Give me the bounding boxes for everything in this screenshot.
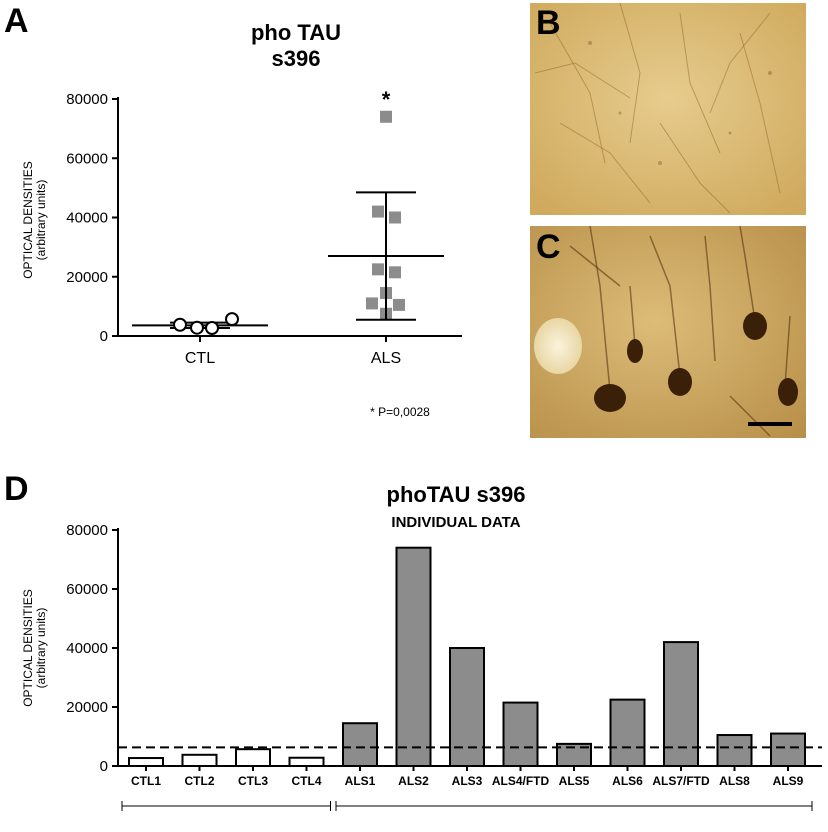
chart-a-als-point bbox=[393, 298, 405, 311]
chart-d-bar bbox=[235, 748, 271, 767]
chart-a-als-point bbox=[372, 205, 384, 218]
chart-a-x-tick-label: CTL bbox=[185, 350, 215, 367]
chart-a-ylabel: OPTICAL DENSITIES bbox=[21, 161, 35, 279]
chart-d-x-tick-label: ALS3 bbox=[452, 774, 483, 788]
chart-a-ctl-point bbox=[173, 317, 187, 332]
chart-d-bar bbox=[502, 701, 539, 767]
chart-a-als-point bbox=[380, 110, 392, 123]
chart-d-x-tick-label: ALS5 bbox=[559, 774, 590, 788]
micrograph-b-image bbox=[530, 3, 806, 215]
chart-d-x-tick-label: ALS6 bbox=[612, 774, 643, 788]
chart-d-bar bbox=[395, 546, 432, 767]
chart-a-annotation: * P=0,0028 bbox=[370, 405, 430, 419]
panel-label-a: A bbox=[4, 2, 29, 40]
chart-d-y-tick-label: 40000 bbox=[66, 640, 108, 657]
chart-a-y-tick-label: 20000 bbox=[66, 269, 108, 286]
chart-d-bar bbox=[770, 732, 806, 767]
chart-d-bar bbox=[288, 756, 325, 767]
chart-a-als-point bbox=[372, 263, 384, 276]
chart-d-bar bbox=[181, 753, 218, 768]
chart-d-x-tick-label: ALS8 bbox=[719, 774, 750, 788]
chart-d-y-tick-label: 80000 bbox=[66, 522, 108, 539]
panel-label-c: C bbox=[536, 228, 561, 266]
chart-a-y-tick-label: 40000 bbox=[66, 210, 108, 227]
chart-d-x-tick-label: CTL1 bbox=[131, 774, 161, 788]
chart-d-x-tick-label: ALS7/FTD bbox=[652, 774, 710, 788]
chart-a-y-tick-label: 0 bbox=[100, 328, 108, 345]
chart-d-x-tick-label: ALS2 bbox=[398, 774, 429, 788]
chart-a-ctl-point bbox=[205, 321, 219, 336]
bar-chart-d: phoTAU s396 INDIVIDUAL DATA OPTICAL DENS… bbox=[21, 482, 822, 811]
chart-d-x-tick-label: ALS4/FTD bbox=[492, 774, 550, 788]
scatter-chart-a: pho TAU s396 OPTICAL DENSITIES (arbitrar… bbox=[21, 20, 462, 419]
chart-d-bar bbox=[663, 641, 699, 768]
chart-d-y-tick-label: 0 bbox=[100, 758, 108, 775]
micrograph-c-image bbox=[530, 226, 806, 438]
chart-d-x-tick-label: CTL2 bbox=[185, 774, 215, 788]
chart-d-x-tick-label: ALS9 bbox=[773, 774, 804, 788]
chart-d-bar bbox=[556, 742, 592, 767]
micrograph-c bbox=[530, 226, 806, 438]
chart-d-bar bbox=[449, 647, 485, 767]
chart-d-ylabel: OPTICAL DENSITIES bbox=[21, 589, 35, 707]
chart-d-subtitle: INDIVIDUAL DATA bbox=[391, 514, 520, 531]
chart-d-bar bbox=[342, 722, 378, 768]
chart-a-y-tick-label: 60000 bbox=[66, 150, 108, 167]
chart-d-ylabel-sub: (arbitrary units) bbox=[34, 608, 48, 689]
chart-a-title-line2: s396 bbox=[272, 46, 321, 71]
chart-d-title: phoTAU s396 bbox=[387, 482, 526, 507]
chart-d-y-tick-label: 20000 bbox=[66, 699, 108, 716]
chart-a-title-line1: pho TAU bbox=[251, 20, 341, 45]
chart-d-bar bbox=[609, 698, 646, 767]
chart-d-x-tick-label: CTL3 bbox=[238, 774, 268, 788]
chart-a-als-point bbox=[389, 266, 401, 279]
micrograph-b bbox=[530, 3, 806, 215]
chart-d-bar bbox=[128, 757, 164, 768]
chart-a-ctl-point bbox=[190, 320, 204, 335]
chart-a-x-tick-label: ALS bbox=[371, 350, 401, 367]
chart-d-x-tick-label: ALS1 bbox=[345, 774, 376, 788]
chart-a-ylabel-sub: (arbitrary units) bbox=[34, 180, 48, 261]
panel-label-d: D bbox=[4, 470, 29, 508]
chart-a-significance-mark: * bbox=[382, 87, 391, 112]
chart-d-bar bbox=[716, 734, 753, 767]
panel-label-b: B bbox=[536, 4, 561, 42]
chart-d-y-tick-label: 60000 bbox=[66, 581, 108, 598]
chart-d-x-tick-label: CTL4 bbox=[292, 774, 322, 788]
chart-a-als-point bbox=[389, 211, 401, 224]
chart-a-als-point bbox=[366, 297, 378, 310]
chart-a-y-tick-label: 80000 bbox=[66, 91, 108, 108]
chart-a-ctl-point bbox=[225, 312, 239, 327]
